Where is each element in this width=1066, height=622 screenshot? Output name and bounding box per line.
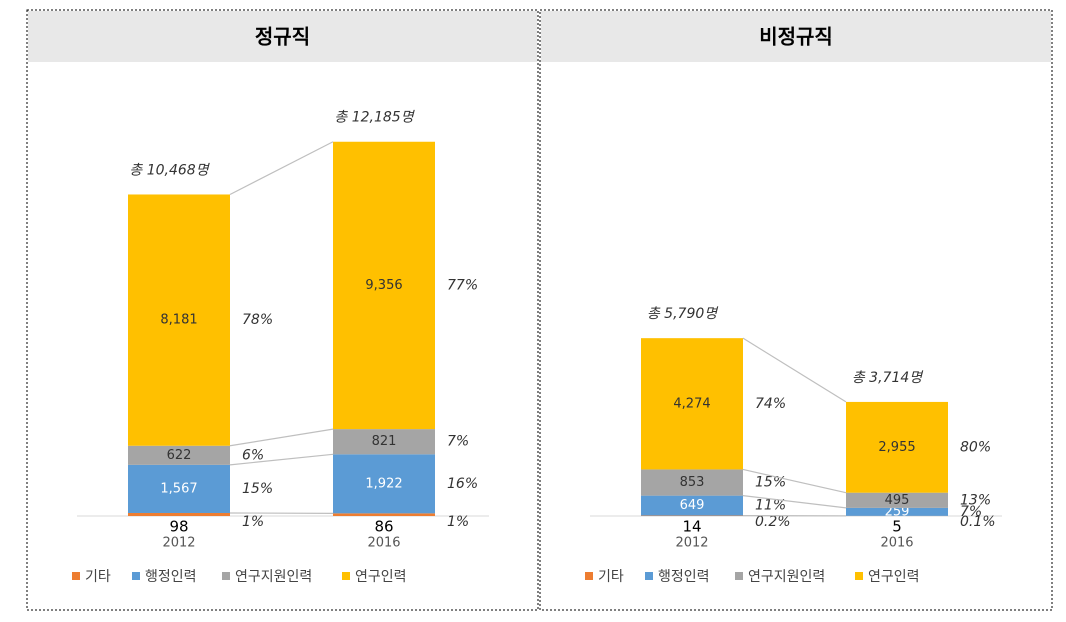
bar-segment [128, 512, 230, 516]
chart-title: 정규직 [255, 25, 310, 49]
share-label: 1% [447, 514, 469, 530]
bar-segment [846, 507, 948, 516]
share-label: 1% [242, 514, 264, 530]
value-label: 14 [682, 518, 701, 536]
share-label: 80% [960, 439, 991, 455]
total-label: 총 5,790명 [647, 306, 719, 322]
value-label: 8,181 [160, 313, 197, 328]
bar-segment [641, 495, 743, 516]
legend-swatch [645, 572, 653, 580]
legend-label: 연구인력 [355, 569, 407, 585]
bar-segment [128, 445, 230, 465]
connector-line [742, 337, 847, 403]
value-label: 4,274 [673, 396, 710, 411]
x-tick-label: 2012 [675, 536, 708, 551]
chart-panel: 정규직 98 1% 1,567 15% 622 6% 8,181 78% 총 10,468명 201… [26, 9, 539, 611]
value-label: 98 [169, 518, 188, 536]
share-label: 16% [447, 476, 478, 492]
value-label: 1,567 [160, 481, 197, 496]
legend-label: 연구지원인력 [748, 569, 825, 585]
x-tick-label: 2016 [367, 536, 400, 551]
total-label: 총 12,185명 [334, 110, 415, 126]
share-label: 78% [242, 312, 273, 328]
legend-label: 기타 [85, 569, 111, 585]
legend-label: 행정인력 [658, 569, 710, 585]
connector-line [229, 141, 334, 196]
value-label: 649 [680, 498, 705, 513]
legend-swatch [342, 572, 350, 580]
bar-segment [641, 338, 743, 470]
bar-segment [846, 401, 948, 493]
connector-line [229, 453, 334, 466]
legend-label: 기타 [598, 569, 624, 585]
panel-header [28, 11, 537, 62]
connector-line [742, 495, 847, 509]
legend-swatch [72, 572, 80, 580]
value-label: 622 [167, 448, 192, 463]
share-label: 0.1% [960, 514, 996, 530]
value-label: 495 [885, 493, 910, 508]
panel-header [541, 11, 1051, 62]
total-label: 총 10,468명 [129, 162, 210, 178]
bar-segment [128, 194, 230, 446]
share-label: 7% [447, 434, 469, 450]
value-label: 5 [892, 518, 902, 536]
value-label: 86 [374, 518, 393, 536]
chart-panel: 비정규직 14 0.2% 649 11% 853 15% 4,274 74% 총 5,790명 20… [539, 9, 1053, 611]
share-label: 15% [755, 475, 786, 491]
legend-label: 행정인력 [145, 569, 197, 585]
bar-segment [333, 454, 435, 514]
bar-segment [333, 429, 435, 455]
legend-swatch [585, 572, 593, 580]
panel-border [539, 9, 1053, 611]
value-label: 821 [372, 434, 397, 449]
share-label: 77% [447, 277, 478, 293]
legend-label: 연구인력 [868, 569, 920, 585]
legend-swatch [855, 572, 863, 580]
value-label: 853 [680, 475, 705, 490]
value-label: 9,356 [365, 278, 402, 293]
share-label: 74% [755, 396, 786, 412]
connector-line [229, 428, 334, 447]
legend-label: 연구지원인력 [235, 569, 312, 585]
chart-title: 비정규직 [759, 25, 833, 49]
x-tick-label: 2012 [162, 536, 195, 551]
legend-swatch [132, 572, 140, 580]
bar-segment [641, 469, 743, 496]
value-label: 1,922 [365, 476, 402, 491]
share-label: 7% [960, 504, 982, 520]
share-label: 6% [242, 447, 264, 463]
legend-swatch [735, 572, 743, 580]
panel-border [26, 9, 539, 611]
bar-segment [333, 513, 435, 516]
x-tick-label: 2016 [880, 536, 913, 551]
share-label: 15% [242, 481, 273, 497]
share-label: 13% [960, 492, 991, 508]
total-label: 총 3,714명 [852, 370, 924, 386]
bar-segment [333, 141, 435, 430]
bar-segment [846, 492, 948, 508]
bar-segment [128, 464, 230, 513]
value-label: 259 [885, 504, 910, 519]
value-label: 2,955 [878, 440, 915, 455]
legend-swatch [222, 572, 230, 580]
share-label: 11% [755, 498, 786, 514]
connector-line [742, 468, 847, 494]
share-label: 0.2% [755, 514, 791, 530]
